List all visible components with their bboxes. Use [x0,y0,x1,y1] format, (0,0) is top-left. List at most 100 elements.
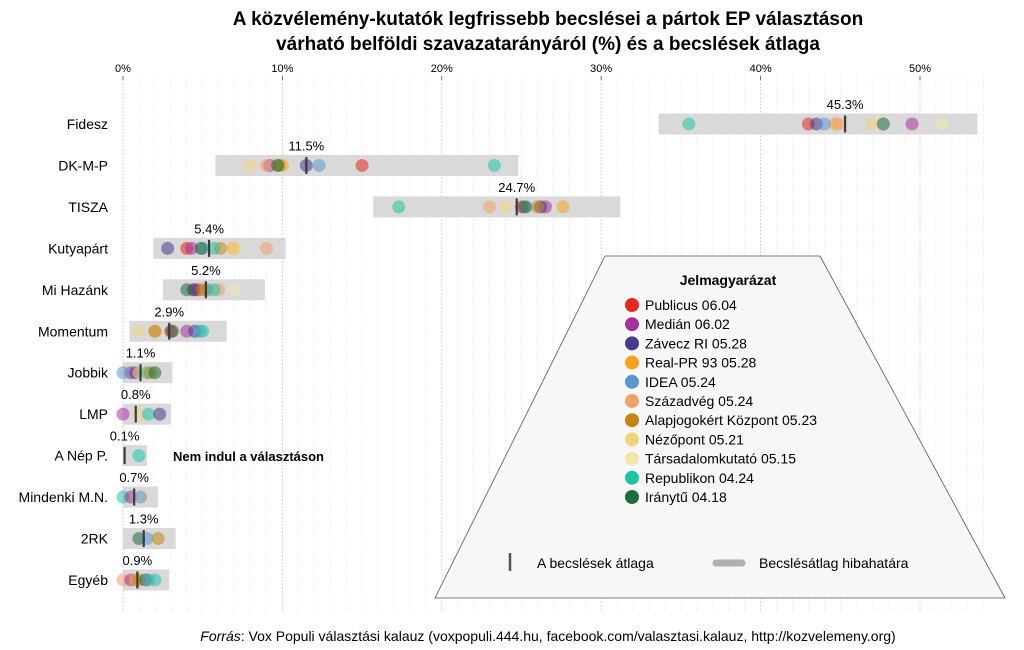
legend-item-label: Nézőpont 05.21 [645,431,744,447]
estimate-point [259,241,273,255]
estimate-point [244,158,258,172]
chart-title-line-2: várható belföldi szavazatarányáról (%) é… [276,34,820,55]
estimate-point [207,241,221,255]
average-label: 0.1% [110,429,140,444]
average-label: 11.5% [288,138,324,153]
x-axis: 0% 10% 20% 30% 40% 50% [115,63,931,80]
estimate-point [865,117,879,131]
legend-item-label: Real-PR 93 05.28 [645,355,757,371]
legend-item-label: Iránytű 04.18 [645,489,727,505]
party-label: Mi Hazánk [42,282,109,298]
legend-error-band-label: Becslésátlag hibahatára [759,555,909,571]
estimate-point [518,200,532,214]
party-row: Mindenki M.N. 0.7% [19,470,159,508]
estimate-point [905,117,919,131]
source-text: : Vox Populi választási kalauz (voxpopul… [241,628,896,644]
x-tick-label: 40% [750,63,772,75]
estimate-point [161,241,175,255]
estimate-point [355,158,369,172]
legend-item-label: Medián 06.02 [645,316,730,332]
estimate-point [132,449,146,463]
party-row: Kutyapárt 5.4% [48,221,286,259]
party-rows: Fidesz 45.3% DK-M-P 11.5% TISZA 24.7% Kutyapár… [19,97,978,591]
estimate-point [140,532,154,545]
estimate-point [116,407,130,421]
estimate-point [556,200,570,214]
x-tick-label: 30% [590,63,612,75]
estimate-point [228,283,242,297]
party-label: Fidesz [67,116,108,132]
legend-item-label: IDEA 05.24 [645,374,716,390]
legend-average-label: A becslések átlaga [537,555,654,571]
party-label: DK-M-P [58,157,108,173]
average-label: 5.2% [191,263,221,278]
estimate-point [271,158,285,172]
party-label: 2RK [81,531,109,547]
average-label: 2.9% [154,304,184,319]
legend-swatch [625,432,639,447]
party-label: A Nép P. [55,448,108,464]
chart-title-line-1: A közvélemény-kutatók legfrissebb becslé… [233,9,863,30]
legend-swatch [625,298,639,312]
estimate-point [116,366,130,380]
legend-item-label: Alapjogokért Központ 05.23 [645,412,817,428]
average-label: 0.8% [121,387,151,402]
annotation-not-running: Nem indul a választáson [173,449,324,464]
estimate-point [487,158,501,172]
estimate-point [194,241,208,255]
party-label: LMP [79,406,108,422]
estimate-point [499,200,513,214]
source-note: Forrás: Vox Populi választási kalauz (vo… [200,628,895,644]
estimate-point [148,573,162,587]
estimate-point [151,532,165,545]
legend: Jelmagyarázat Publicus 06.04 Medián 06.02… [434,255,1006,599]
estimate-point [817,117,831,131]
estimate-point [134,490,148,504]
x-tick-label: 50% [909,63,931,75]
legend-swatch [625,490,639,504]
legend-swatch [625,394,639,408]
legend-swatch [625,413,639,428]
legend-swatch [625,470,639,485]
legend-item-label: Századvég 05.24 [645,393,753,409]
estimate-point [153,407,167,421]
average-label: 0.9% [123,553,153,568]
party-row: Jobbik 1.1% [68,346,173,384]
x-tick-label: 0% [115,63,131,75]
estimate-point [142,407,156,421]
estimate-point [132,324,146,338]
average-label: 5.4% [194,221,224,236]
party-row: LMP 0.8% [79,387,171,425]
party-row: A Nép P.0.1% [55,429,147,467]
legend-item-label: Závecz RI 05.28 [645,335,747,351]
legend-swatch [625,317,639,332]
estimate-point [530,200,544,214]
estimate-point [196,283,210,297]
estimate-point [180,283,194,297]
estimate-point [682,117,696,131]
party-row: TISZA 24.7% [68,180,621,218]
average-label: 24.7% [498,180,535,195]
legend-background [434,255,1006,599]
party-row: DK-M-P 11.5% [58,138,519,176]
estimate-point [832,117,846,131]
estimate-point [876,117,890,131]
party-row: Egyéb 0.9% [68,553,170,591]
party-label: Kutyapárt [48,240,108,256]
party-label: Mindenki M.N. [19,489,108,505]
average-label: 45.3% [827,97,864,112]
estimate-point [196,324,210,338]
estimate-point [392,200,406,214]
estimate-point [483,200,497,214]
chart-title: A közvélemény-kutatók legfrissebb becslé… [233,9,863,55]
average-label: 1.3% [129,512,159,527]
legend-swatch [625,336,639,351]
legend-swatch [625,355,639,370]
party-row: 2RK 1.3% [81,512,176,549]
party-label: Momentum [38,323,108,339]
estimate-point [312,158,326,172]
party-label: TISZA [68,199,108,215]
average-label: 0.7% [119,470,149,485]
party-row: Mi Hazánk 5.2% [42,263,265,301]
